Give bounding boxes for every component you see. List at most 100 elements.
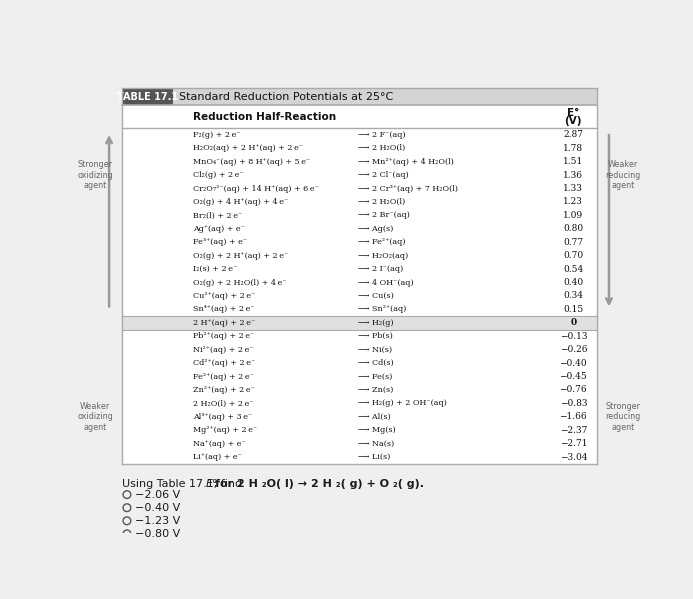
FancyBboxPatch shape [121,208,597,222]
FancyBboxPatch shape [121,302,597,316]
Text: Cr₂O₇²⁻(aq) + 14 H⁺(aq) + 6 e⁻: Cr₂O₇²⁻(aq) + 14 H⁺(aq) + 6 e⁻ [193,184,319,192]
FancyBboxPatch shape [121,249,597,262]
Text: ⟶ H₂(g) + 2 OH⁻(aq): ⟶ H₂(g) + 2 OH⁻(aq) [358,400,447,407]
Text: 0.70: 0.70 [563,251,584,260]
Text: Cu²⁺(aq) + 2 e⁻: Cu²⁺(aq) + 2 e⁻ [193,292,255,300]
Text: Fe²⁺(aq) + 2 e⁻: Fe²⁺(aq) + 2 e⁻ [193,373,254,380]
Text: ⟶ 2 Cr³⁺(aq) + 7 H₂O(l): ⟶ 2 Cr³⁺(aq) + 7 H₂O(l) [358,184,458,192]
Text: ⟶ Fe²⁺(aq): ⟶ Fe²⁺(aq) [358,238,405,246]
Text: 0.54: 0.54 [563,265,584,274]
FancyBboxPatch shape [121,356,597,370]
Text: E°: E° [206,479,219,489]
Text: 1.78: 1.78 [563,144,584,153]
FancyBboxPatch shape [121,410,597,423]
Text: ⟶ 2 H₂O(l): ⟶ 2 H₂O(l) [358,144,405,152]
Text: Na⁺(aq) + e⁻: Na⁺(aq) + e⁻ [193,440,245,447]
Text: F₂(g) + 2 e⁻: F₂(g) + 2 e⁻ [193,131,240,139]
FancyBboxPatch shape [121,168,597,182]
FancyBboxPatch shape [121,397,597,410]
Text: E°: E° [567,108,579,117]
Text: ⟶ Cu(s): ⟶ Cu(s) [358,292,394,300]
Text: ⟶ Cd(s): ⟶ Cd(s) [358,359,394,367]
FancyBboxPatch shape [121,128,597,141]
Text: ⟶ 2 F⁻(aq): ⟶ 2 F⁻(aq) [358,131,405,139]
Text: ⟶ 2 Cl⁻(aq): ⟶ 2 Cl⁻(aq) [358,171,409,179]
Text: Pb²⁺(aq) + 2 e⁻: Pb²⁺(aq) + 2 e⁻ [193,332,254,340]
Text: 2 H₂O(l) + 2 e⁻: 2 H₂O(l) + 2 e⁻ [193,400,254,407]
Text: ⟶ Ag(s): ⟶ Ag(s) [358,225,393,233]
Text: −0.13: −0.13 [559,332,587,341]
FancyBboxPatch shape [121,276,597,289]
Text: 1.09: 1.09 [563,211,584,220]
Text: 2 H⁺(aq) + 2 e⁻: 2 H⁺(aq) + 2 e⁻ [193,319,255,327]
Text: −1.66: −1.66 [559,412,587,421]
Text: Al³⁺(aq) + 3 e⁻: Al³⁺(aq) + 3 e⁻ [193,413,252,421]
FancyBboxPatch shape [121,141,597,155]
Text: (V): (V) [565,116,582,126]
FancyBboxPatch shape [121,182,597,195]
Text: ⟶ Al(s): ⟶ Al(s) [358,413,391,421]
Text: Weaker
reducing
agent: Weaker reducing agent [605,160,640,190]
Text: ⟶ Fe(s): ⟶ Fe(s) [358,373,392,380]
Text: ⟶ 2 I⁻(aq): ⟶ 2 I⁻(aq) [358,265,403,273]
Text: Using Table 17.1, find: Using Table 17.1, find [121,479,249,489]
FancyBboxPatch shape [121,329,597,343]
Text: 1.23: 1.23 [563,198,584,207]
Text: for 2 H ₂O( l) → 2 H ₂( g) + O ₂( g).: for 2 H ₂O( l) → 2 H ₂( g) + O ₂( g). [215,479,423,489]
Text: Li⁺(aq) + e⁻: Li⁺(aq) + e⁻ [193,453,242,461]
Text: ⟶ 4 OH⁻(aq): ⟶ 4 OH⁻(aq) [358,279,414,286]
Text: Stronger
reducing
agent: Stronger reducing agent [605,402,640,432]
FancyBboxPatch shape [121,195,597,208]
FancyBboxPatch shape [121,289,597,302]
Text: ⟶ Sn²⁺(aq): ⟶ Sn²⁺(aq) [358,305,406,313]
Text: 0.77: 0.77 [563,238,584,247]
FancyBboxPatch shape [121,370,597,383]
Text: O₂(g) + 2 H₂O(l) + 4 e⁻: O₂(g) + 2 H₂O(l) + 4 e⁻ [193,279,286,286]
FancyBboxPatch shape [121,88,597,105]
Text: −1.23 V: −1.23 V [134,516,180,526]
FancyBboxPatch shape [121,88,173,105]
FancyBboxPatch shape [121,262,597,276]
FancyBboxPatch shape [121,343,597,356]
Text: 1.51: 1.51 [563,157,584,166]
Text: ⟶ H₂O₂(aq): ⟶ H₂O₂(aq) [358,252,408,259]
Text: Cl₂(g) + 2 e⁻: Cl₂(g) + 2 e⁻ [193,171,243,179]
FancyBboxPatch shape [121,437,597,450]
Text: −0.45: −0.45 [559,372,587,381]
Text: Ag⁺(aq) + e⁻: Ag⁺(aq) + e⁻ [193,225,245,233]
Text: Sn⁴⁺(aq) + 2 e⁻: Sn⁴⁺(aq) + 2 e⁻ [193,305,254,313]
Text: Reduction Half-Reaction: Reduction Half-Reaction [193,111,336,122]
FancyBboxPatch shape [121,155,597,168]
Text: Stronger
oxidizing
agent: Stronger oxidizing agent [78,160,113,190]
Text: Standard Reduction Potentials at 25°C: Standard Reduction Potentials at 25°C [179,92,393,101]
Text: −0.76: −0.76 [559,385,587,395]
Text: O₂(g) + 2 H⁺(aq) + 2 e⁻: O₂(g) + 2 H⁺(aq) + 2 e⁻ [193,252,288,259]
Text: −2.06 V: −2.06 V [134,489,180,500]
Text: ⟶ 2 Br⁻(aq): ⟶ 2 Br⁻(aq) [358,211,410,219]
Text: ⟶ H₂(g): ⟶ H₂(g) [358,319,394,327]
Text: ⟶ Li(s): ⟶ Li(s) [358,453,390,461]
FancyBboxPatch shape [121,423,597,437]
Text: ⟶ Ni(s): ⟶ Ni(s) [358,346,392,353]
Text: TABLE 17.1: TABLE 17.1 [116,92,177,101]
Text: 1.33: 1.33 [563,184,584,193]
Text: −2.37: −2.37 [560,426,587,435]
Text: 0.15: 0.15 [563,305,584,314]
FancyBboxPatch shape [121,235,597,249]
Text: ⟶ 2 H₂O(l): ⟶ 2 H₂O(l) [358,198,405,206]
Text: −2.71: −2.71 [559,439,587,448]
Text: Br₂(l) + 2 e⁻: Br₂(l) + 2 e⁻ [193,211,242,219]
Text: 0.40: 0.40 [563,278,584,287]
Text: −3.04: −3.04 [559,453,587,462]
Text: −0.83: −0.83 [559,399,587,408]
Text: 0.34: 0.34 [563,292,584,301]
Text: Mg²⁺(aq) + 2 e⁻: Mg²⁺(aq) + 2 e⁻ [193,426,257,434]
Text: Ni²⁺(aq) + 2 e⁻: Ni²⁺(aq) + 2 e⁻ [193,346,254,353]
FancyBboxPatch shape [121,222,597,235]
FancyBboxPatch shape [121,316,597,329]
Text: Cd²⁺(aq) + 2 e⁻: Cd²⁺(aq) + 2 e⁻ [193,359,255,367]
FancyBboxPatch shape [121,105,597,128]
Text: 0.80: 0.80 [563,224,584,233]
Text: Weaker
oxidizing
agent: Weaker oxidizing agent [78,402,113,432]
Text: MnO₄⁻(aq) + 8 H⁺(aq) + 5 e⁻: MnO₄⁻(aq) + 8 H⁺(aq) + 5 e⁻ [193,158,310,166]
